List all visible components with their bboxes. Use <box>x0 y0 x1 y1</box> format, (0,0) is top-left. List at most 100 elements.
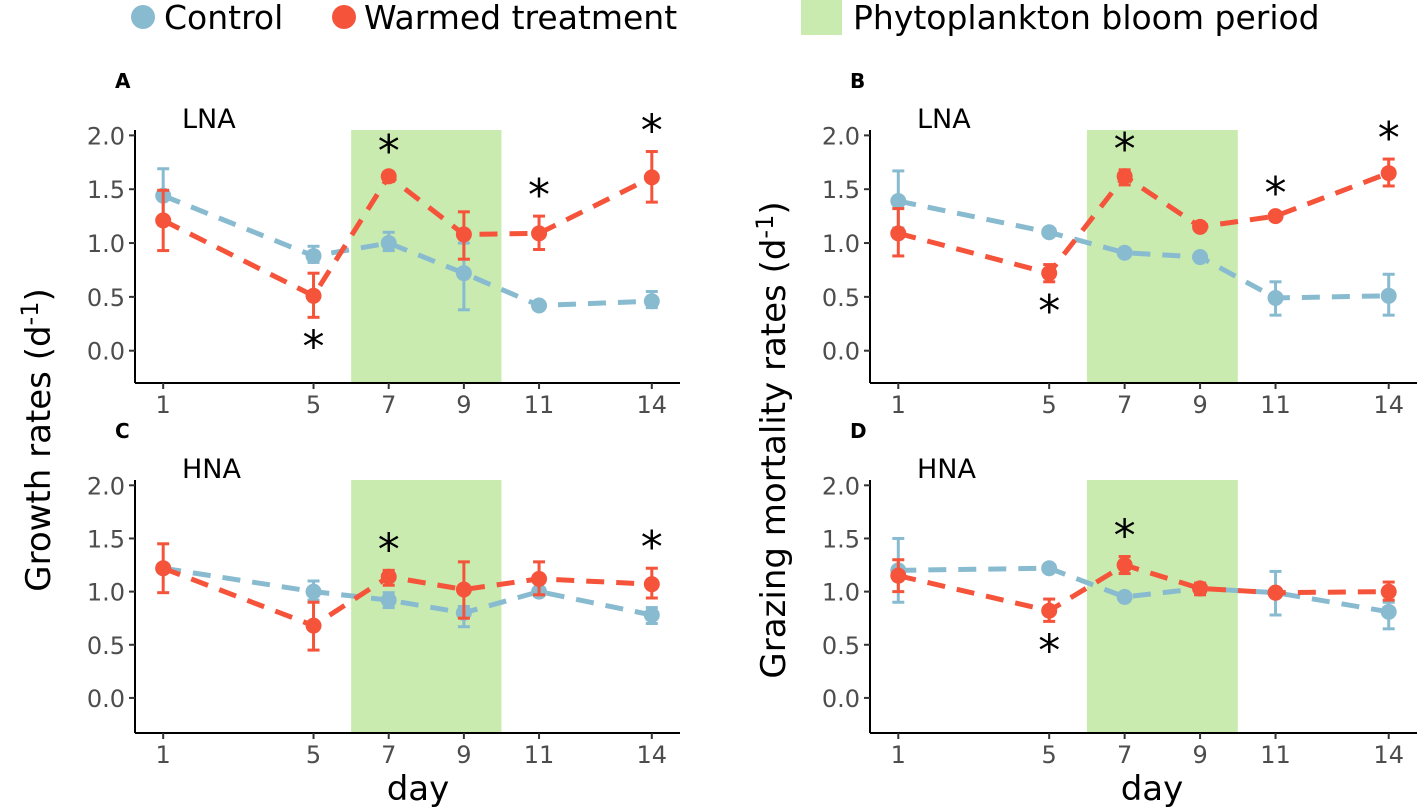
data-point <box>380 235 397 252</box>
y-tick-label: 0.0 <box>822 685 860 713</box>
significance-asterisk: * <box>1114 511 1136 562</box>
data-point <box>380 568 397 585</box>
data-point <box>155 560 172 577</box>
x-tick-label: 7 <box>1117 741 1132 769</box>
y-tick-label: 2.0 <box>822 122 860 150</box>
x-tick-label: 9 <box>1192 391 1207 419</box>
data-point <box>643 293 660 310</box>
x-tick-label: 14 <box>637 741 668 769</box>
x-tick-label: 5 <box>1042 391 1057 419</box>
data-point <box>1267 289 1284 306</box>
series-warmed <box>155 150 660 319</box>
series-line <box>897 198 1389 301</box>
data-point <box>890 193 907 210</box>
data-point <box>455 581 472 598</box>
data-point <box>890 225 907 242</box>
y-tick-label: 1.5 <box>87 176 125 204</box>
legend-control-label: Control <box>164 0 283 37</box>
series-control <box>155 167 660 314</box>
series-line <box>898 565 1390 615</box>
x-tick-label: 14 <box>637 391 668 419</box>
data-point <box>455 226 472 243</box>
significance-asterisk: * <box>641 522 663 573</box>
data-point <box>380 168 397 185</box>
significance-asterisk: * <box>1038 286 1060 337</box>
x-tick-label: 9 <box>456 391 471 419</box>
y-tick-label: 0.5 <box>822 632 860 660</box>
y-axis-label-left: Growth rates (d-1) <box>16 288 59 592</box>
legend-bloom-label: Phytoplankton bloom period <box>853 0 1320 37</box>
series-warmed <box>155 542 660 652</box>
x-tick-label: 11 <box>524 741 555 769</box>
y-tick-label: 1.0 <box>87 579 125 607</box>
y-tick-label: 1.0 <box>822 230 860 258</box>
legend: Control Warmed treatment Phytoplankton b… <box>131 0 1320 37</box>
y-tick-label: 1.0 <box>87 230 125 258</box>
panel-subtitle: HNA <box>182 454 242 485</box>
data-point <box>1116 557 1133 574</box>
data-point <box>305 247 322 264</box>
significance-asterisk: * <box>1265 168 1287 219</box>
data-point <box>1041 560 1058 577</box>
data-point <box>1116 244 1133 261</box>
y-tick-label: 2.0 <box>87 122 125 150</box>
y-tick-label: 1.5 <box>822 525 860 553</box>
y-tick-label: 0.5 <box>87 632 125 660</box>
x-tick-label: 7 <box>381 741 396 769</box>
data-point <box>1380 583 1397 600</box>
panel-subtitle: HNA <box>917 454 977 485</box>
y-tick-label: 0.5 <box>87 284 125 312</box>
y-axis-label-right: Grazing mortality rates (d-1) <box>751 201 794 678</box>
x-tick-label: 5 <box>1042 741 1057 769</box>
significance-asterisk: * <box>1114 124 1136 175</box>
x-tick-label: 9 <box>1192 741 1207 769</box>
data-point <box>1041 224 1058 241</box>
data-point <box>1116 168 1133 185</box>
panel-subtitle: LNA <box>182 104 236 135</box>
y-tick-label: 0.5 <box>822 284 860 312</box>
x-tick-label: 11 <box>1260 741 1291 769</box>
data-point <box>1380 165 1397 182</box>
x-tick-label: 1 <box>156 741 171 769</box>
x-tick-label: 9 <box>456 741 471 769</box>
y-tick-label: 1.5 <box>87 525 125 553</box>
x-tick-label: 1 <box>156 391 171 419</box>
x-tick-label: 14 <box>1373 741 1404 769</box>
x-tick-label: 5 <box>306 741 321 769</box>
panel-subtitle: LNA <box>917 104 971 135</box>
data-point <box>1192 218 1209 235</box>
x-axis-label-right: day <box>1121 769 1184 809</box>
data-point <box>1041 265 1058 282</box>
y-tick-label: 0.0 <box>87 338 125 366</box>
bloom-period-shading <box>351 480 502 733</box>
data-point <box>1116 588 1133 605</box>
panel-letter: A <box>115 69 131 93</box>
data-point <box>531 225 548 242</box>
y-tick-label: 2.0 <box>822 472 860 500</box>
series-control <box>890 169 1397 317</box>
data-point <box>1192 249 1209 266</box>
data-point <box>305 287 322 304</box>
data-point <box>1380 287 1397 304</box>
significance-asterisk: * <box>1038 625 1060 676</box>
data-point <box>643 607 660 624</box>
series-line <box>162 565 652 629</box>
series-line <box>162 565 653 618</box>
series-warmed <box>890 157 1397 284</box>
series-line <box>897 562 1389 614</box>
x-tick-label: 14 <box>1373 391 1404 419</box>
y-tick-label: 1.5 <box>822 176 860 204</box>
panel-letter: B <box>850 69 865 93</box>
x-tick-label: 1 <box>891 391 906 419</box>
data-point <box>455 265 472 282</box>
panel-letter: D <box>850 419 867 443</box>
panel-C: 0.0 0.5 1.0 1.5 2.0 1 5 7 9 11 14 C HNA * * <box>87 419 680 769</box>
series-warmed <box>890 555 1397 623</box>
data-point <box>380 592 397 609</box>
data-point <box>1267 208 1284 225</box>
panel-A: 0.0 0.5 1.0 1.5 2.0 1 5 7 9 11 14 A LNA * * * * <box>87 69 680 419</box>
x-tick-label: 1 <box>891 741 906 769</box>
bloom-period-shading <box>1086 480 1238 733</box>
x-axis-label-left: day <box>387 769 450 809</box>
panel-B: 0.0 0.5 1.0 1.5 2.0 1 5 7 9 11 14 B LNA * * * * <box>822 69 1417 419</box>
